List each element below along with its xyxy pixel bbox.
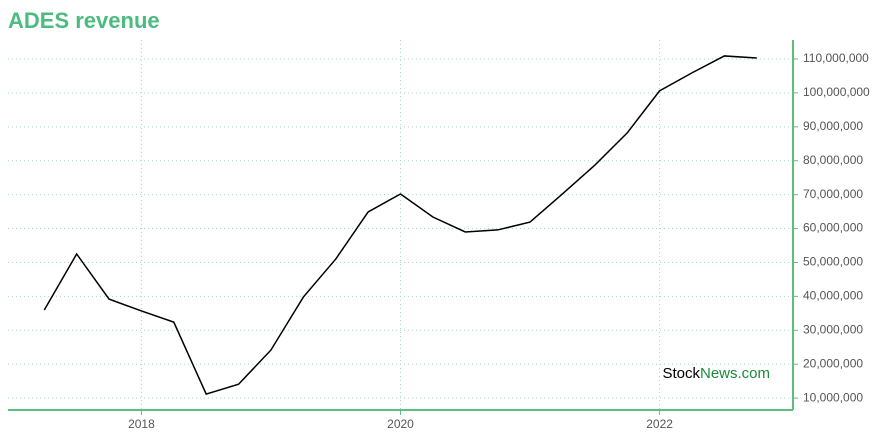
y-tick-label: 40,000,000 bbox=[803, 289, 863, 303]
y-tick-label: 100,000,000 bbox=[803, 85, 870, 99]
watermark: StockNews.com bbox=[662, 365, 770, 382]
y-tick-label: 50,000,000 bbox=[803, 255, 863, 269]
x-tick-label: 2020 bbox=[387, 417, 414, 431]
line-series bbox=[43, 55, 757, 395]
chart-title: ADES revenue bbox=[8, 8, 160, 33]
y-tick-label: 20,000,000 bbox=[803, 356, 863, 370]
watermark-part: News.com bbox=[700, 365, 770, 382]
y-tick-label: 90,000,000 bbox=[803, 119, 863, 133]
y-tick-label: 110,000,000 bbox=[803, 51, 869, 65]
x-tick-label: 2022 bbox=[646, 417, 673, 431]
watermark-part: Stock bbox=[662, 365, 700, 382]
y-tick-label: 10,000,000 bbox=[803, 390, 863, 404]
y-tick-label: 80,000,000 bbox=[803, 153, 863, 167]
y-tick-label: 60,000,000 bbox=[803, 221, 863, 235]
x-tick-label: 2018 bbox=[128, 417, 155, 431]
y-tick-label: 30,000,000 bbox=[803, 322, 863, 336]
y-tick-label: 70,000,000 bbox=[803, 187, 863, 201]
